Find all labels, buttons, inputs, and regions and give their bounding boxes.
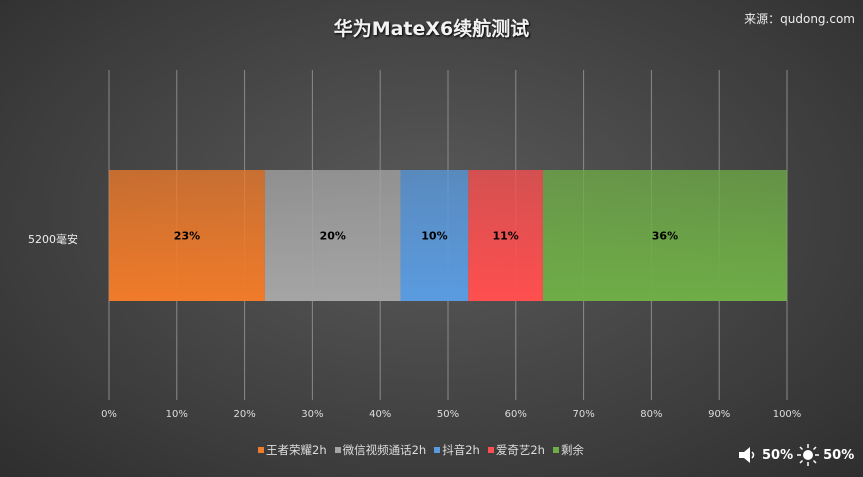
data-label: 36% xyxy=(652,230,678,243)
data-label: 20% xyxy=(320,230,346,243)
bar-segment xyxy=(264,170,401,301)
legend-item: 剩余 xyxy=(552,442,584,458)
legend-label: 剩余 xyxy=(560,443,584,457)
legend: 王者荣耀2h 微信视频通话2h 抖音2h 爱奇艺2h 剩余 xyxy=(258,442,584,458)
speaker-icon xyxy=(739,447,755,463)
data-label: 23% xyxy=(174,230,200,243)
x-tick-label: 100% xyxy=(773,409,802,420)
bar-segment xyxy=(109,170,265,301)
data-label: 10% xyxy=(421,230,447,243)
legend-swatch xyxy=(258,447,264,453)
legend-item: 爱奇艺2h xyxy=(487,442,545,458)
x-tick-label: 10% xyxy=(166,409,188,420)
legend-item: 王者荣耀2h xyxy=(258,442,327,458)
legend-swatch xyxy=(334,447,341,453)
x-tick-label: 60% xyxy=(505,409,527,420)
legend-item: 抖音2h xyxy=(434,442,480,458)
source-label: 来源：qudong.com xyxy=(744,12,855,26)
legend-swatch xyxy=(487,447,494,453)
x-tick-label: 80% xyxy=(640,409,662,420)
sun-icon xyxy=(797,444,820,466)
legend-label: 王者荣耀2h xyxy=(266,443,327,457)
bar-segment xyxy=(468,170,543,301)
x-tick-label: 0% xyxy=(101,409,117,420)
bar-segment xyxy=(542,170,787,301)
x-tick-label: 30% xyxy=(301,409,323,420)
status-indicators: 50% 50% xyxy=(738,444,854,466)
legend-label: 爱奇艺2h xyxy=(495,443,545,457)
volume-value: 50% xyxy=(762,447,794,463)
chart-title: 华为MateX6续航测试 xyxy=(333,18,530,40)
legend-label: 微信视频通话2h xyxy=(342,443,427,457)
data-label: 11% xyxy=(492,230,518,243)
legend-swatch xyxy=(552,447,559,453)
x-tick-label: 20% xyxy=(233,409,255,420)
bar-segment xyxy=(400,170,469,301)
category-label: 5200毫安 xyxy=(28,232,78,246)
legend-swatch xyxy=(434,447,441,453)
x-tick-label: 40% xyxy=(369,409,391,420)
legend-item: 微信视频通话2h xyxy=(334,442,427,458)
x-tick-label: 90% xyxy=(708,409,730,420)
x-tick-label: 70% xyxy=(572,409,594,420)
legend-label: 抖音2h xyxy=(442,443,480,457)
brightness-value: 50% xyxy=(823,447,855,463)
x-tick-label: 50% xyxy=(437,409,459,420)
